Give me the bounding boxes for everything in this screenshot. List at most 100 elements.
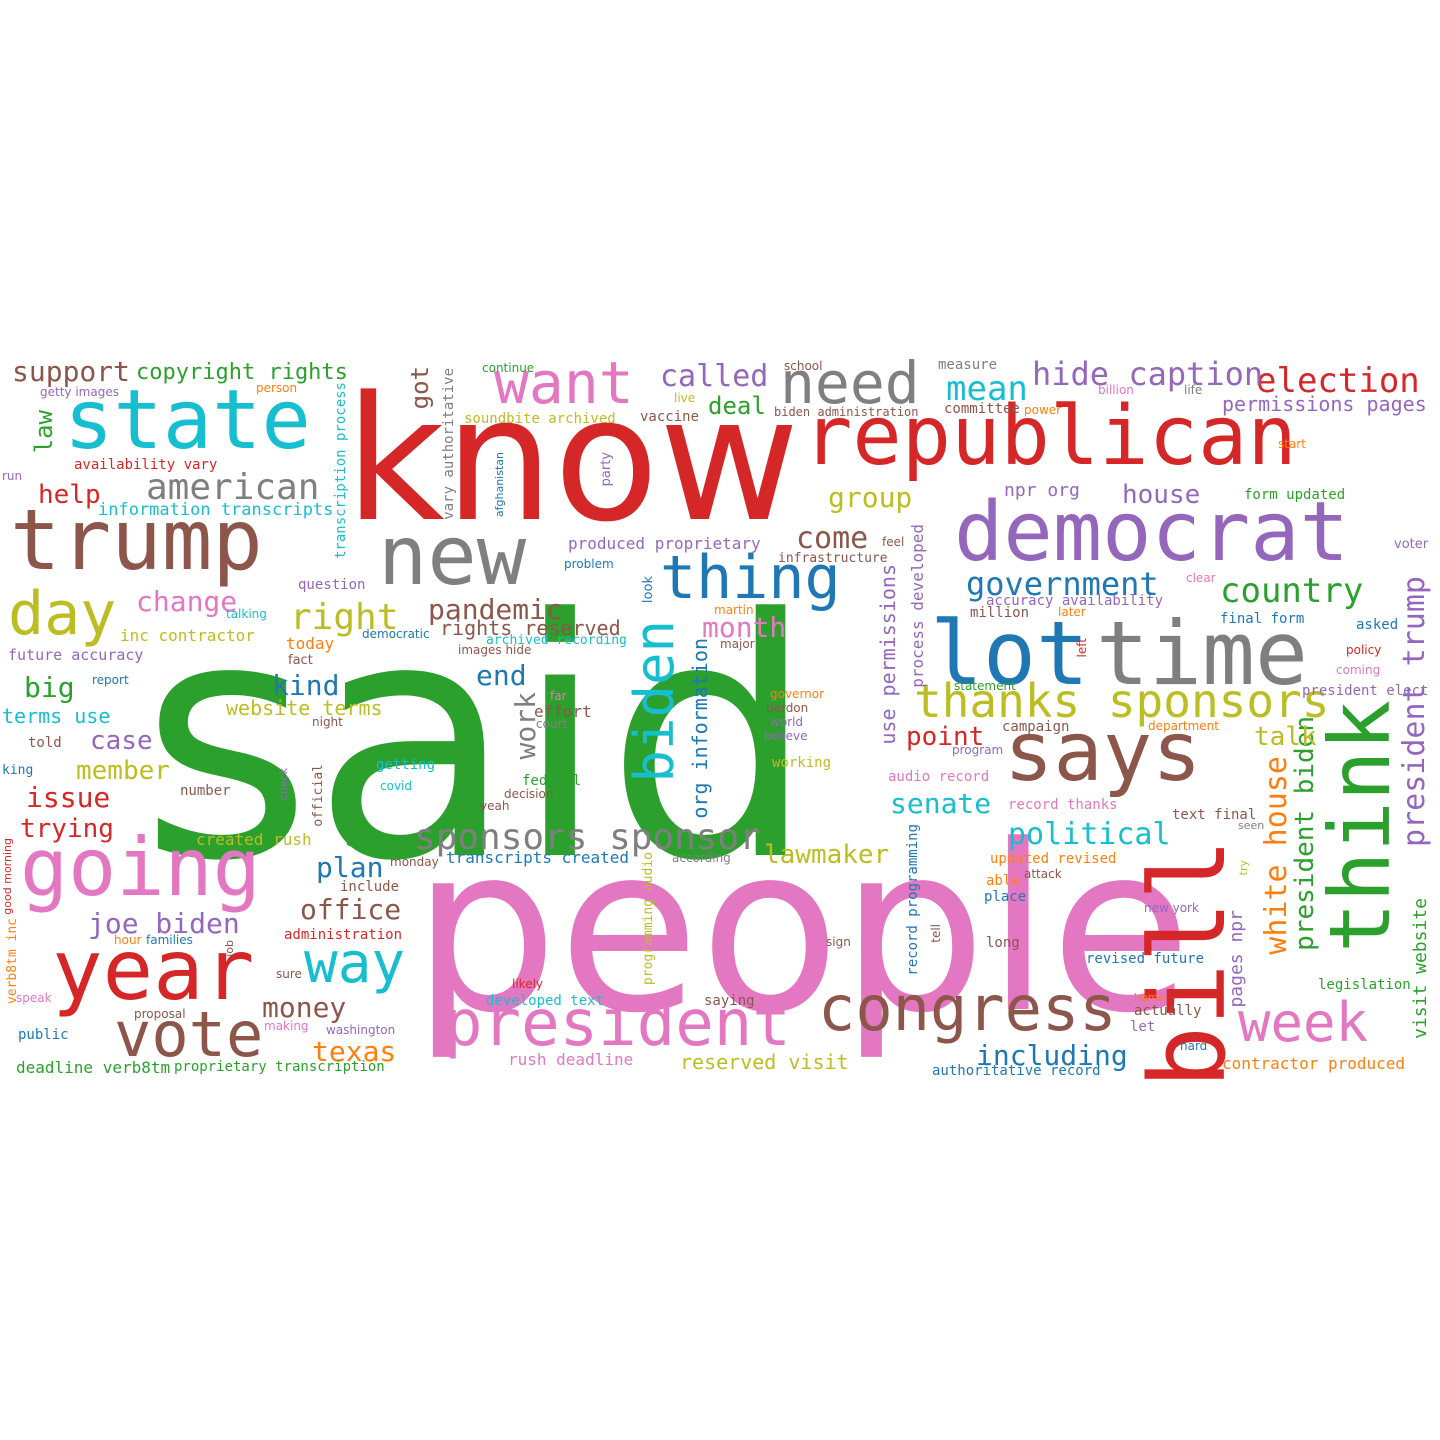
word-washington: washington (326, 1023, 396, 1037)
word-president-elect: president elect (1302, 683, 1429, 699)
word-saying: saying (704, 993, 755, 1009)
word-billion: billion (1098, 383, 1134, 397)
word-campaign: campaign (1002, 719, 1070, 735)
word-administration: administration (284, 927, 403, 943)
word-sponsors-sponsor: sponsors sponsor (414, 817, 761, 858)
word-pandemic: pandemic (428, 593, 563, 626)
word-able: able (986, 873, 1020, 889)
word-mean: mean (946, 369, 1028, 409)
word-transcripts-created: transcripts created (446, 848, 630, 867)
word-think: think (1311, 700, 1409, 953)
word-committee: committee (944, 401, 1020, 417)
word-monday: monday (390, 855, 439, 869)
word-today: today (286, 634, 335, 653)
word-org-information: org information (688, 638, 712, 819)
word-month: month (702, 611, 787, 644)
word-accuracy-availability: accuracy availability (986, 593, 1164, 609)
word-try: try (1237, 860, 1250, 876)
word-biden: biden (623, 620, 686, 783)
word-use-permissions: use permissions (876, 564, 900, 745)
word-congress: congress (818, 972, 1117, 1045)
word-person: person (256, 381, 298, 395)
word-problem: problem (564, 557, 614, 571)
word-copyright-rights: copyright rights (136, 360, 348, 385)
word-afghanistan: afghanistan (493, 452, 506, 518)
word-updated-revised: updated revised (990, 851, 1117, 867)
word-political: political (1008, 817, 1171, 852)
word-likely: likely (512, 977, 544, 991)
word-soundbite-archived: soundbite archived (464, 411, 616, 427)
word-live: live (674, 391, 696, 405)
word-vaccine: vaccine (640, 409, 700, 425)
word-million: million (970, 605, 1030, 621)
word-infrastructure: infrastructure (778, 551, 888, 566)
word-office: office (300, 893, 402, 926)
word-money: money (262, 991, 347, 1024)
word-new-york: new york (1144, 901, 1199, 915)
word-archived-recording: archived recording (486, 633, 627, 648)
word-member: member (76, 756, 170, 786)
word-include: include (340, 879, 400, 895)
word-plan: plan (316, 851, 384, 884)
word-trump: trump (10, 491, 263, 589)
word-group: group (828, 481, 913, 514)
word-going: going (20, 821, 261, 914)
word-court: court (536, 717, 568, 731)
word-support: support (12, 355, 131, 388)
word-said: said (140, 549, 816, 933)
word-home: home (1134, 991, 1166, 1004)
word-vary-authoritative: vary authoritative (441, 368, 457, 520)
word-deadline-verb8tm: deadline verb8tm (16, 1058, 171, 1077)
word-npr-org: npr org (1004, 480, 1080, 501)
word-according: according (672, 851, 731, 865)
word-transcription-process: transcription process (333, 382, 349, 560)
word-number: number (180, 783, 231, 799)
word-thanks-sponsors: thanks sponsors (914, 674, 1330, 728)
word-program: program (952, 743, 1004, 757)
word-need: need (780, 352, 920, 417)
word-told: told (28, 735, 62, 751)
word-end: end (476, 659, 527, 692)
word-getty-images: getty images (40, 385, 119, 399)
word-house: house (1122, 480, 1201, 510)
word-policy: policy (1346, 643, 1382, 657)
word-actually: actually (1134, 1003, 1202, 1019)
word-process-developed: process developed (908, 524, 927, 688)
word-look: look (641, 576, 656, 604)
word-american: american (146, 467, 320, 508)
word-information-transcripts: information transcripts (98, 500, 334, 520)
word-year: year (52, 921, 255, 1019)
word-change: change (136, 585, 238, 618)
word-lawmaker: lawmaker (764, 840, 890, 870)
word-president-trump: president trump (1397, 576, 1432, 847)
word-asked: asked (1356, 617, 1399, 633)
word-seen: seen (1238, 819, 1265, 832)
word-tell: tell (929, 924, 943, 943)
word-deal: deal (708, 392, 766, 420)
word-pages-npr: pages npr (1226, 910, 1247, 1008)
word-know: know (345, 359, 800, 560)
word-world: world (770, 715, 804, 729)
word-pardon: pardon (766, 701, 809, 715)
word-night: night (312, 715, 343, 729)
word-sure: sure (276, 967, 302, 981)
word-believe: believe (764, 729, 808, 743)
word-let: let (1130, 1019, 1156, 1035)
word-election: election (1256, 361, 1420, 401)
word-record-thanks: record thanks (1008, 797, 1118, 813)
word-public: public (18, 1027, 69, 1043)
word-legislation: legislation (1318, 977, 1411, 993)
word-power: power (1024, 403, 1062, 417)
word-permissions-pages: permissions pages (1222, 392, 1427, 416)
word-senate: senate (890, 787, 992, 820)
word-official: official (311, 764, 326, 827)
word-working: working (772, 755, 832, 771)
word-white-house: white house (1259, 756, 1294, 955)
word-elect-joe: elect joe (346, 835, 398, 849)
word-hide-caption: hide caption (1032, 355, 1264, 393)
word-proposal: proposal (134, 1007, 186, 1021)
word-job: job (223, 940, 236, 957)
word-governor: governor (770, 687, 825, 701)
word-question: question (298, 577, 366, 593)
word-yeah: yeah (480, 799, 510, 813)
